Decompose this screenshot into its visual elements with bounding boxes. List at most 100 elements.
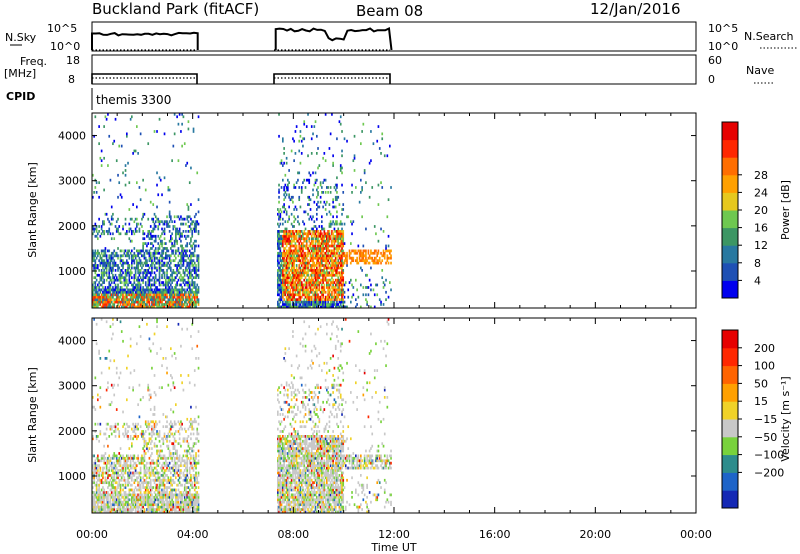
range-gate-cell xyxy=(322,276,324,280)
range-gate-cell xyxy=(360,251,362,255)
range-gate-cell xyxy=(356,261,358,265)
range-gate-cell xyxy=(107,217,109,221)
range-gate-cell xyxy=(341,154,343,158)
range-gate-cell xyxy=(127,283,129,287)
range-gate-cell xyxy=(283,261,285,265)
range-gate-cell xyxy=(334,230,337,233)
range-gate-cell xyxy=(168,254,171,258)
range-gate-cell xyxy=(144,510,147,514)
range-gate-cell xyxy=(332,259,334,263)
range-gate-cell xyxy=(128,386,131,390)
range-gate-cell xyxy=(134,435,137,438)
range-gate-cell xyxy=(139,486,142,489)
range-gate-cell xyxy=(370,130,372,133)
range-gate-cell xyxy=(166,461,168,465)
range-gate-cell xyxy=(303,251,306,255)
range-gate-cell xyxy=(99,469,102,472)
range-gate-cell xyxy=(290,266,293,270)
range-gate-cell xyxy=(192,254,195,258)
range-gate-cell xyxy=(310,259,313,263)
range-gate-cell xyxy=(186,217,189,221)
range-gate-cell xyxy=(110,300,113,304)
range-gate-cell xyxy=(173,259,176,263)
range-gate-cell xyxy=(113,278,116,282)
range-gate-cell xyxy=(153,491,156,494)
range-gate-cell xyxy=(277,261,279,265)
range-gate-cell xyxy=(124,478,127,482)
range-gate-cell xyxy=(279,266,282,270)
range-gate-cell xyxy=(141,293,143,297)
range-gate-cell xyxy=(193,249,196,253)
range-gate-cell xyxy=(149,278,152,282)
range-gate-cell xyxy=(142,510,144,514)
range-gate-cell xyxy=(309,244,312,248)
range-gate-cell xyxy=(297,288,299,292)
range-gate-cell xyxy=(134,254,137,258)
range-gate-cell xyxy=(323,264,326,267)
range-gate-cell xyxy=(336,137,338,141)
range-gate-cell xyxy=(157,508,160,511)
range-gate-cell xyxy=(333,295,336,299)
range-gate-cell xyxy=(331,239,333,243)
range-gate-cell xyxy=(153,290,156,294)
range-gate-cell xyxy=(118,461,121,465)
range-gate-cell xyxy=(127,510,129,514)
range-gate-cell xyxy=(283,264,285,267)
range-gate-cell xyxy=(299,161,302,165)
range-gate-cell xyxy=(138,305,141,309)
range-gate-cell xyxy=(329,266,332,270)
range-gate-cell xyxy=(352,256,355,260)
range-gate-cell xyxy=(293,295,295,299)
range-gate-cell xyxy=(136,283,138,287)
range-gate-cell xyxy=(120,276,123,280)
range-gate-cell xyxy=(175,298,177,302)
range-gate-cell xyxy=(193,300,196,304)
range-gate-cell xyxy=(329,222,332,226)
range-gate-cell xyxy=(308,237,311,241)
range-gate-cell xyxy=(98,293,100,297)
range-gate-cell xyxy=(327,230,329,233)
range-gate-cell xyxy=(153,303,156,306)
range-gate-cell xyxy=(102,471,104,475)
range-gate-cell xyxy=(129,483,132,487)
range-gate-cell xyxy=(319,247,322,250)
range-gate-cell xyxy=(105,266,108,270)
range-gate-cell xyxy=(176,303,178,306)
range-gate-cell xyxy=(277,305,279,309)
range-gate-cell xyxy=(103,454,105,458)
range-gate-cell xyxy=(305,305,308,309)
range-gate-cell xyxy=(312,239,314,243)
range-gate-cell xyxy=(370,266,372,270)
range-gate-cell xyxy=(168,466,171,470)
range-gate-cell xyxy=(139,498,142,502)
range-gate-cell xyxy=(365,249,367,253)
range-gate-cell xyxy=(119,286,122,289)
range-gate-cell xyxy=(365,261,367,265)
range-gate-cell xyxy=(278,303,280,306)
range-gate-cell xyxy=(161,503,163,507)
range-gate-cell xyxy=(180,215,182,219)
range-gate-cell xyxy=(103,488,105,492)
range-gate-cell xyxy=(146,498,148,502)
range-gate-cell xyxy=(287,303,289,306)
range-gate-cell xyxy=(366,273,368,277)
range-gate-cell xyxy=(110,425,113,429)
range-gate-cell xyxy=(166,225,168,228)
range-gate-cell xyxy=(108,249,111,253)
range-gate-cell xyxy=(119,498,122,502)
cpid-value: themis 3300 xyxy=(96,93,171,107)
range-gate-cell xyxy=(149,471,152,475)
range-gate-cell xyxy=(170,259,172,263)
range-gate-cell xyxy=(148,237,151,241)
range-gate-cell xyxy=(110,508,113,511)
range-gate-cell xyxy=(322,156,324,160)
range-gate-cell xyxy=(361,254,363,258)
range-gate-cell xyxy=(139,461,142,465)
range-gate-cell xyxy=(362,286,365,289)
range-gate-cell xyxy=(312,271,314,275)
range-gate-cell xyxy=(105,320,108,324)
range-gate-cell xyxy=(134,466,137,470)
range-gate-cell xyxy=(168,303,171,306)
range-gate-cell xyxy=(167,447,170,450)
range-gate-cell xyxy=(143,293,146,297)
